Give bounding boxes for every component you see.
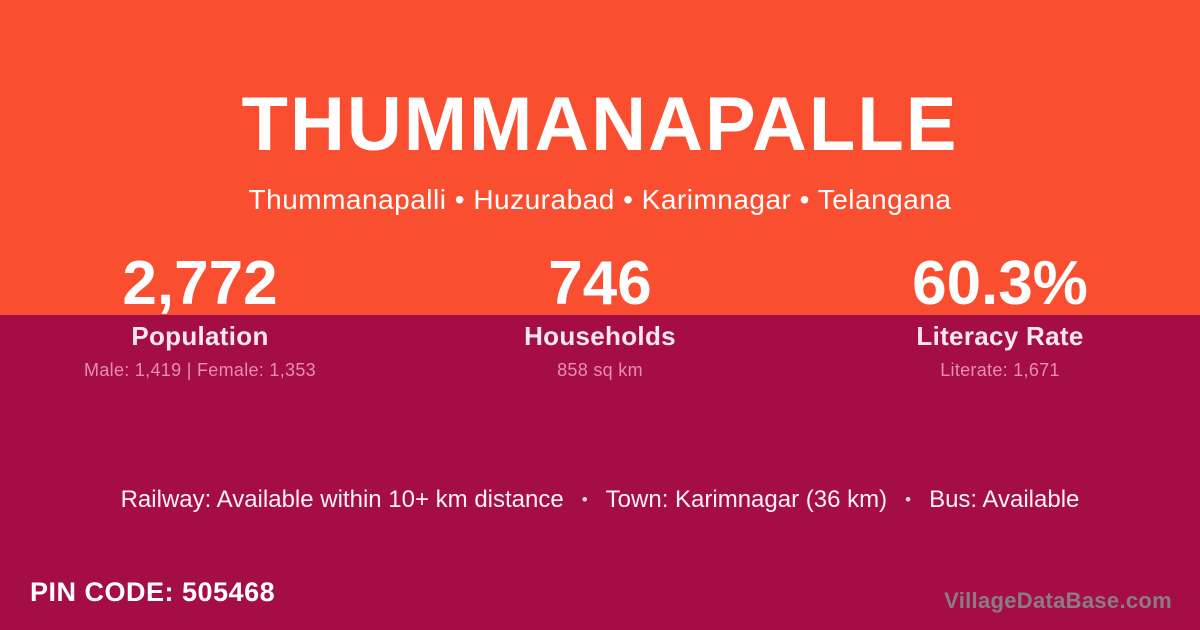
amenities-info-line: Railway: Available within 10+ km distanc… <box>0 486 1200 514</box>
bottom-magenta-band <box>0 315 1200 630</box>
literacy-detail: Literate: 1,671 <box>940 360 1060 380</box>
stat-households: 746 Households 858 sq km <box>400 243 800 383</box>
households-label: Households <box>524 321 676 351</box>
bus-info: Bus: Available <box>929 486 1080 513</box>
watermark-villagedatabase: VillageDataBase.com <box>944 588 1172 613</box>
location-breadcrumb: Thummanapalli • Huzurabad • Karimnagar •… <box>248 184 952 215</box>
stat-literacy: 60.3% Literacy Rate Literate: 1,671 <box>800 243 1200 383</box>
population-value: 2,772 <box>122 249 278 318</box>
households-value: 746 <box>548 249 652 318</box>
literacy-label: Literacy Rate <box>916 321 1084 351</box>
population-detail: Male: 1,419 | Female: 1,353 <box>84 360 316 380</box>
households-detail: 858 sq km <box>557 360 643 380</box>
literacy-value: 60.3% <box>912 249 1088 318</box>
pin-code: PIN CODE: 505468 <box>30 577 276 607</box>
railway-info: Railway: Available within 10+ km distanc… <box>120 486 564 513</box>
top-orange-band <box>0 0 1200 315</box>
bullet-separator-icon: • <box>905 490 912 509</box>
bullet-separator-icon: • <box>581 490 588 509</box>
population-label: Population <box>131 321 269 351</box>
town-info: Town: Karimnagar (36 km) <box>605 486 888 513</box>
stats-row: 2,772 Population Male: 1,419 | Female: 1… <box>0 243 1200 383</box>
page-title: THUMMANAPALLE <box>241 82 959 167</box>
stat-population: 2,772 Population Male: 1,419 | Female: 1… <box>0 243 400 383</box>
